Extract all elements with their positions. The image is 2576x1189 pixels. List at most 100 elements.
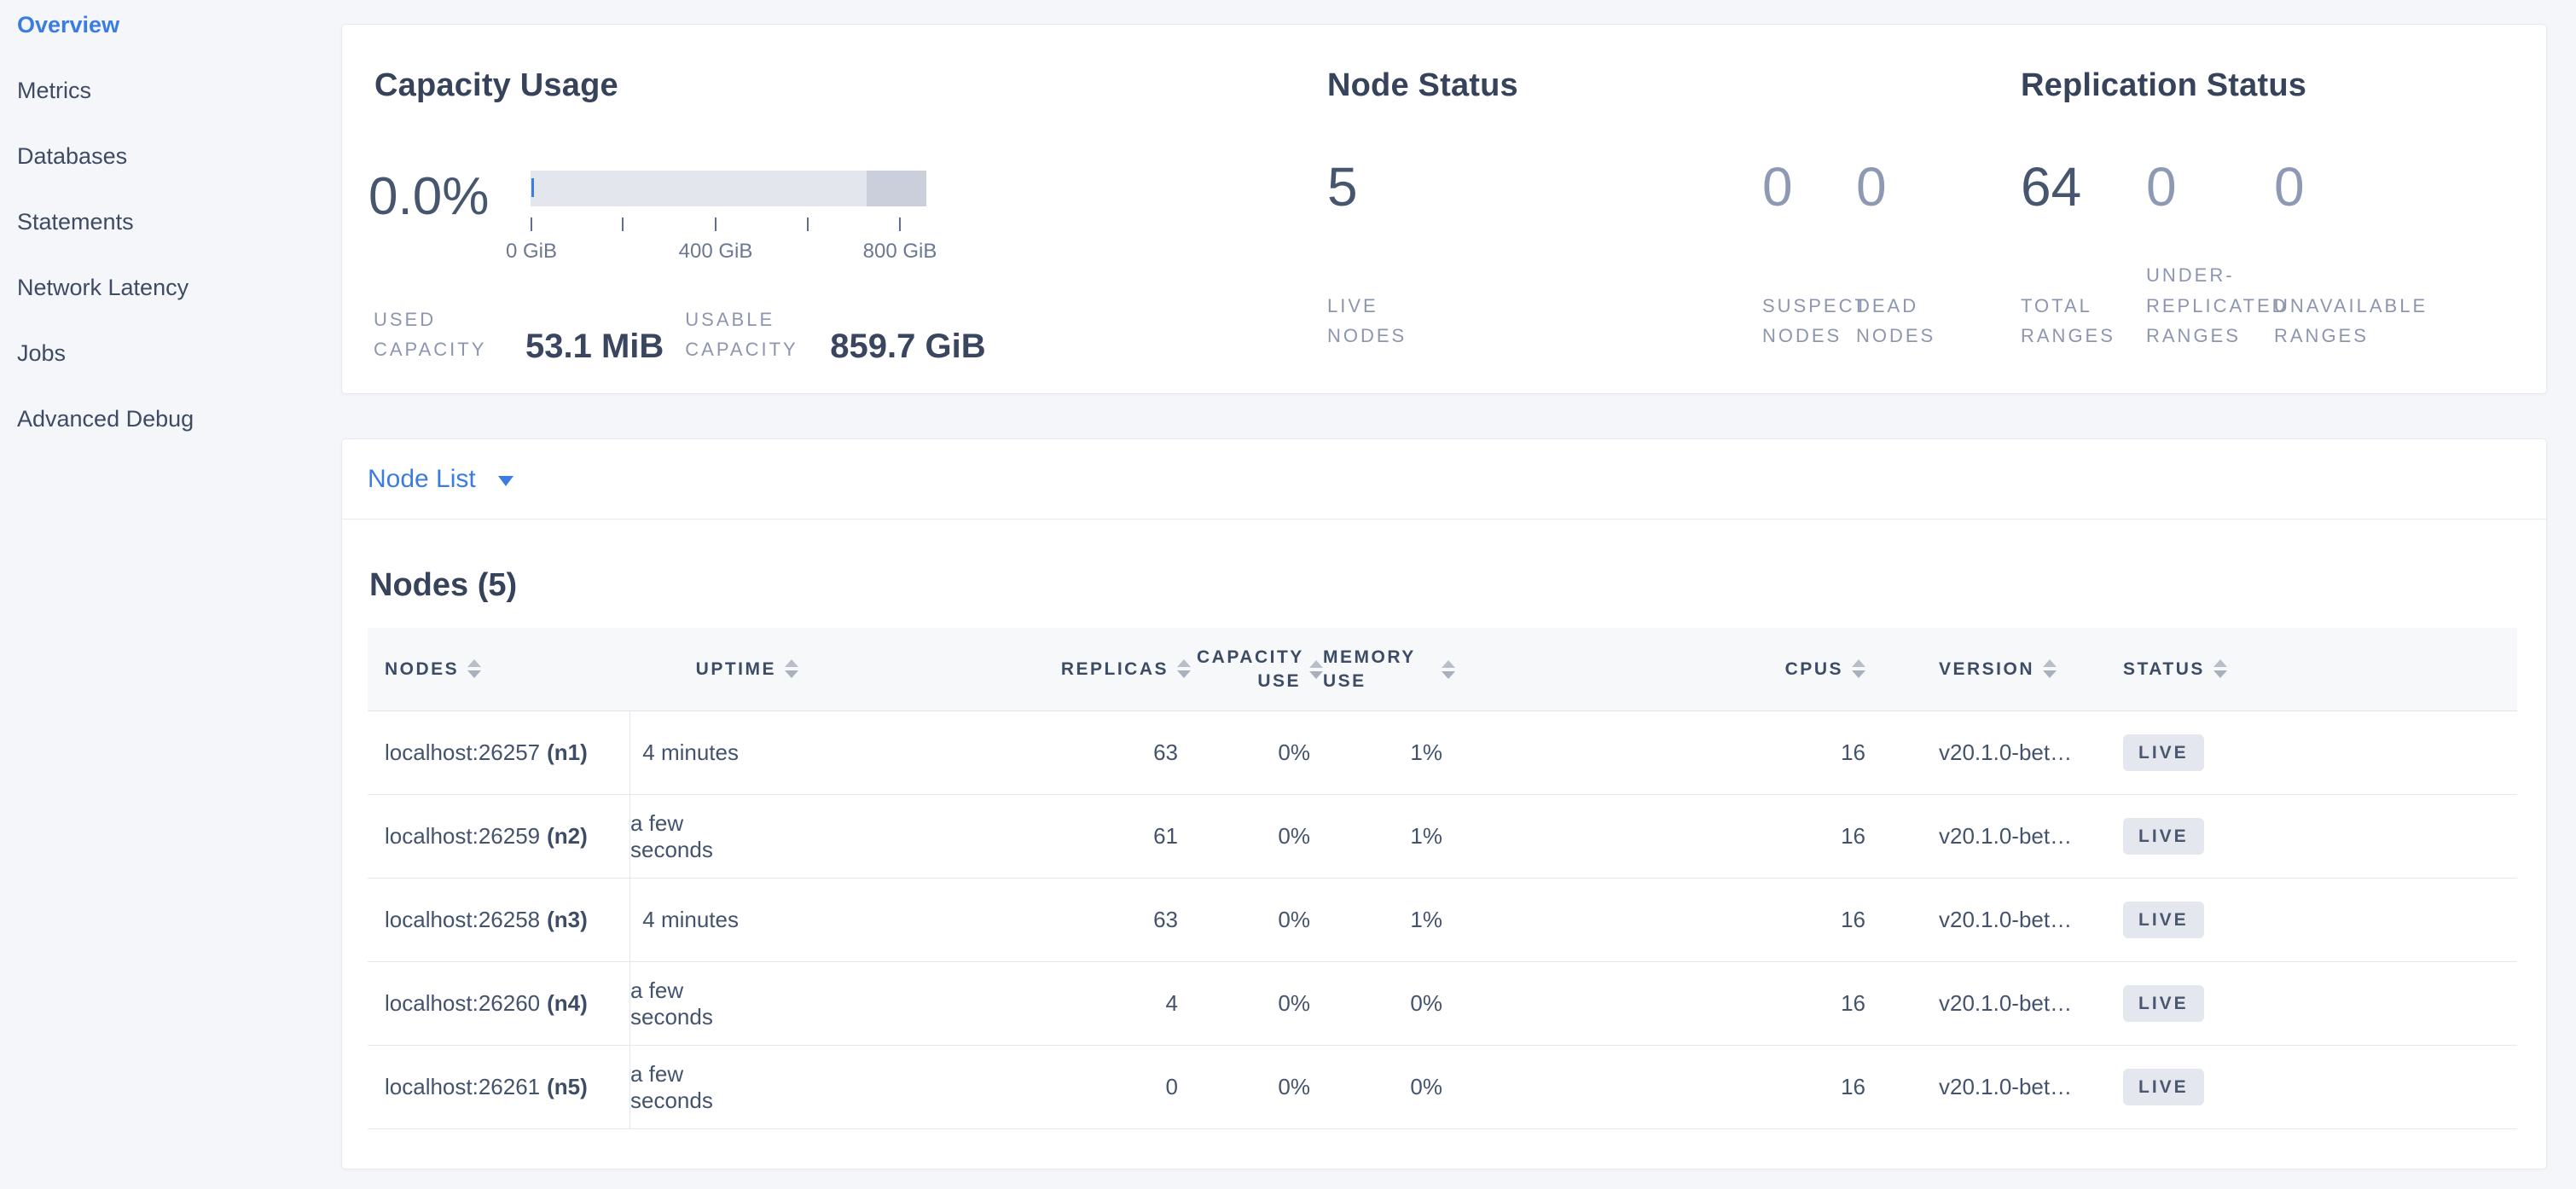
status-badge: LIVE [2123, 734, 2204, 771]
sort-icon[interactable] [1442, 659, 1455, 679]
sidebar-item-databases[interactable]: Databases [17, 143, 128, 169]
used-capacity-label: USED CAPACITY [374, 309, 487, 361]
node-link[interactable]: localhost:26259 (n2) [368, 795, 630, 878]
uptime-cell: a few seconds [630, 977, 713, 1030]
nodes-table-header: NODES UPTIME REPLICAS CAPACITY USE MEMOR… [368, 628, 2517, 711]
column-header-cpus[interactable]: CPUS [1455, 658, 1877, 681]
sidebar-item-statements[interactable]: Statements [17, 209, 134, 235]
capacity-use-cell: 0% [1278, 907, 1310, 932]
sidebar-item-advanced-debug[interactable]: Advanced Debug [17, 406, 194, 432]
live-nodes-stat: 5 LIVE NODES [1327, 160, 1419, 351]
unavailable-ranges-label: UNAVAILABLE RANGES [2274, 294, 2428, 346]
sort-icon[interactable] [1852, 659, 1865, 679]
suspect-nodes-value: 0 [1762, 156, 1793, 218]
node-list-selector[interactable]: Node List [342, 439, 2546, 519]
replication-status-title: Replication Status [2021, 67, 2307, 103]
sidebar-item-metrics[interactable]: Metrics [17, 78, 91, 103]
axis-tick [531, 218, 532, 231]
sort-icon[interactable] [2213, 659, 2227, 679]
memory-use-cell: 1% [1410, 740, 1442, 765]
sidebar: Overview Metrics Databases Statements Ne… [0, 0, 334, 1189]
table-row: localhost:26257 (n1) 4 minutes 63 0% 1% … [368, 711, 2517, 795]
node-link[interactable]: localhost:26258 (n3) [368, 879, 630, 961]
suspect-nodes-label: SUSPECT NODES [1762, 294, 1869, 346]
nodes-count-heading: Nodes (5) [369, 567, 518, 603]
under-replicated-ranges-stat: 0 UNDER-REPLICATED RANGES [2146, 160, 2286, 351]
chevron-down-icon [497, 475, 513, 486]
node-link[interactable]: localhost:26260 (n4) [368, 962, 630, 1045]
suspect-nodes-stat: 0 SUSPECT NODES [1762, 156, 1866, 351]
status-badge: LIVE [2123, 902, 2204, 938]
memory-use-cell: 1% [1410, 907, 1442, 932]
capacity-usage-title: Capacity Usage [374, 67, 618, 103]
capacity-axis: 0 GiB 400 GiB 800 GiB [506, 218, 937, 263]
status-badge: LIVE [2123, 1069, 2204, 1105]
status-cell: LIVE [2091, 734, 2509, 771]
status-badge: LIVE [2123, 985, 2204, 1022]
axis-tick-label: 400 GiB [678, 240, 753, 263]
capacity-bar [531, 171, 926, 206]
sidebar-item-network-latency[interactable]: Network Latency [17, 275, 189, 300]
sort-icon[interactable] [1177, 659, 1191, 679]
status-cell: LIVE [2091, 902, 2509, 938]
column-header-capacity-use[interactable]: CAPACITY USE [1191, 646, 1323, 693]
column-header-nodes[interactable]: NODES [368, 658, 630, 681]
cpus-cell: 16 [1841, 823, 1865, 849]
under-replicated-ranges-label: UNDER-REPLICATED RANGES [2146, 264, 2289, 346]
sidebar-item-jobs[interactable]: Jobs [17, 340, 67, 366]
version-cell: v20.1.0-bet… [1939, 740, 2073, 765]
cpus-cell: 16 [1841, 990, 1865, 1016]
table-row: localhost:26261 (n5) a few seconds 0 0% … [368, 1046, 2517, 1129]
replicas-cell: 0 [1165, 1074, 1178, 1099]
capacity-stats: USED CAPACITY 53.1 MiB USABLE CAPACITY 8… [374, 304, 986, 364]
column-header-replicas[interactable]: REPLICAS [833, 658, 1191, 681]
replicas-cell: 4 [1165, 990, 1178, 1016]
table-row: localhost:26258 (n3) 4 minutes 63 0% 1% … [368, 879, 2517, 962]
cluster-summary-card: Capacity Usage 0.0% 0 GiB 400 GiB 800 Gi… [341, 24, 2547, 394]
used-capacity-value: 53.1 MiB [525, 328, 664, 366]
sort-icon[interactable] [2043, 659, 2057, 679]
live-nodes-label: LIVE NODES [1327, 294, 1407, 346]
table-row: localhost:26259 (n2) a few seconds 61 0%… [368, 795, 2517, 879]
column-header-memory-use[interactable]: MEMORY USE [1323, 646, 1455, 693]
live-nodes-value: 5 [1327, 156, 1358, 218]
node-link[interactable]: localhost:26261 (n5) [368, 1046, 630, 1128]
axis-tick [807, 218, 809, 231]
capacity-bar-used-segment [531, 178, 534, 198]
axis-tick [622, 218, 624, 231]
cpus-cell: 16 [1841, 740, 1865, 765]
sort-icon[interactable] [785, 659, 798, 679]
node-list-selector-label: Node List [368, 464, 476, 493]
column-header-status[interactable]: STATUS [2091, 658, 2509, 681]
sort-icon[interactable] [467, 659, 482, 679]
node-link[interactable]: localhost:26257 (n1) [368, 711, 630, 794]
table-row: localhost:26260 (n4) a few seconds 4 0% … [368, 962, 2517, 1046]
version-cell: v20.1.0-bet… [1939, 907, 2073, 932]
replicas-cell: 63 [1153, 740, 1178, 765]
axis-tick-label: 800 GiB [862, 240, 937, 263]
status-cell: LIVE [2091, 818, 2509, 855]
capacity-use-cell: 0% [1278, 823, 1310, 849]
capacity-bar-reserved-segment [867, 171, 926, 206]
unavailable-ranges-value: 0 [2274, 156, 2305, 218]
dead-nodes-stat: 0 DEAD NODES [1856, 160, 1948, 351]
sidebar-item-overview[interactable]: Overview [17, 12, 120, 38]
cpus-cell: 16 [1841, 1074, 1865, 1099]
memory-use-cell: 0% [1410, 1074, 1442, 1099]
uptime-cell: 4 minutes [642, 740, 739, 765]
sort-icon[interactable] [1309, 659, 1323, 679]
uptime-cell: a few seconds [630, 1060, 713, 1113]
replicas-cell: 61 [1153, 823, 1178, 849]
column-header-version[interactable]: VERSION [1877, 658, 2091, 681]
status-badge: LIVE [2123, 818, 2204, 855]
total-ranges-value: 64 [2021, 156, 2082, 218]
axis-tick [899, 218, 901, 231]
dead-nodes-value: 0 [1856, 156, 1887, 218]
capacity-use-cell: 0% [1278, 1074, 1310, 1099]
column-header-uptime[interactable]: UPTIME [630, 658, 833, 681]
uptime-cell: 4 minutes [642, 907, 739, 932]
capacity-use-cell: 0% [1278, 740, 1310, 765]
version-cell: v20.1.0-bet… [1939, 990, 2073, 1016]
node-status-title: Node Status [1327, 67, 1518, 103]
total-ranges-stat: 64 TOTAL RANGES [2021, 160, 2144, 351]
